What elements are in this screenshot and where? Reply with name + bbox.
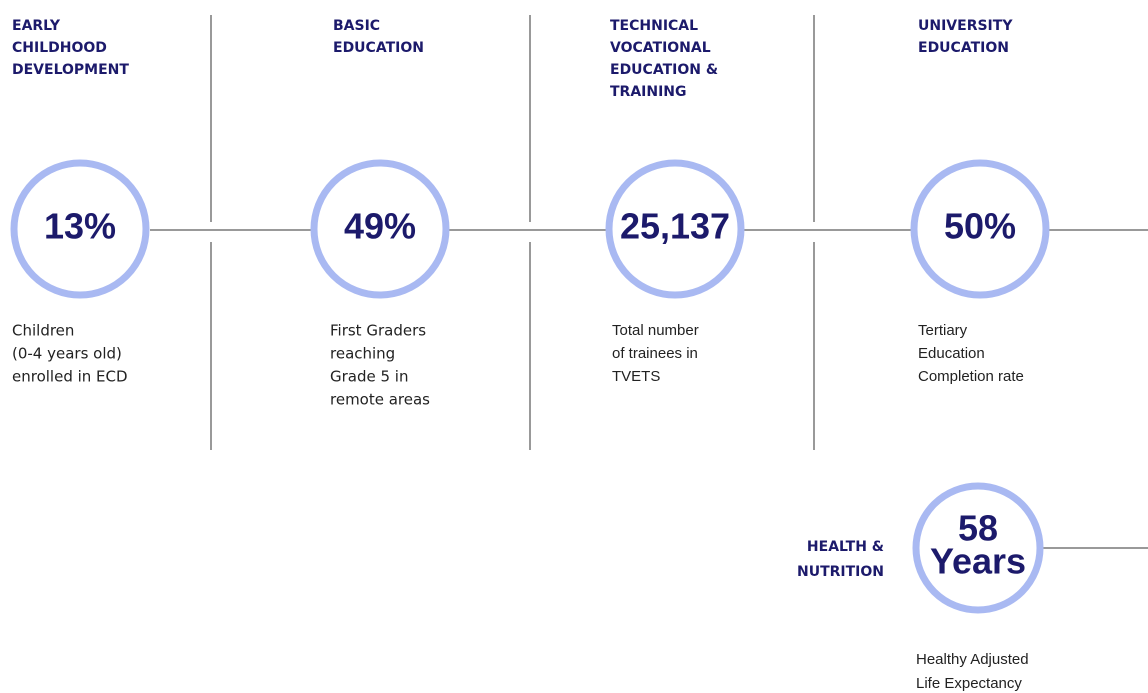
health-heading: HEALTH &	[807, 539, 884, 555]
description: Life Expectancy	[916, 675, 1022, 692]
description: Education	[918, 345, 985, 362]
description: Healthy Adjusted	[916, 651, 1029, 668]
column-heading: EDUCATION	[918, 40, 1009, 56]
value-ring	[10, 159, 150, 299]
description: Grade 5 in	[330, 368, 409, 386]
column-heading: BASIC	[333, 18, 380, 34]
value-ring	[310, 159, 450, 299]
description: remote areas	[330, 391, 430, 409]
health-unit: Years	[930, 541, 1026, 582]
description: First Graders	[330, 322, 426, 340]
column-heading: UNIVERSITY	[918, 18, 1013, 34]
value: 25,137	[620, 206, 730, 247]
description: Completion rate	[918, 368, 1024, 385]
column-heading: DEVELOPMENT	[12, 62, 129, 78]
description: TVETS	[612, 368, 660, 385]
description: (0-4 years old)	[12, 345, 122, 363]
description: Children	[12, 322, 74, 340]
value-ring	[912, 482, 1044, 614]
health-heading: NUTRITION	[797, 564, 884, 580]
value: 49%	[344, 206, 416, 247]
description: enrolled in ECD	[12, 368, 128, 386]
column-heading: CHILDHOOD	[12, 40, 107, 56]
description: Total number	[612, 322, 699, 339]
column-heading: VOCATIONAL	[610, 40, 711, 56]
value-ring	[910, 159, 1050, 299]
health-value: 58	[958, 508, 998, 549]
value-ring	[605, 159, 745, 299]
description: Tertiary	[918, 322, 968, 339]
value: 50%	[944, 206, 1016, 247]
column-heading: EDUCATION	[333, 40, 424, 56]
value: 13%	[44, 206, 116, 247]
description: reaching	[330, 345, 395, 363]
column-heading: EDUCATION &	[610, 62, 718, 78]
description: of trainees in	[612, 345, 698, 362]
column-heading: TRAINING	[610, 84, 687, 100]
column-heading: TECHNICAL	[610, 18, 698, 34]
column-heading: EARLY	[12, 18, 61, 34]
